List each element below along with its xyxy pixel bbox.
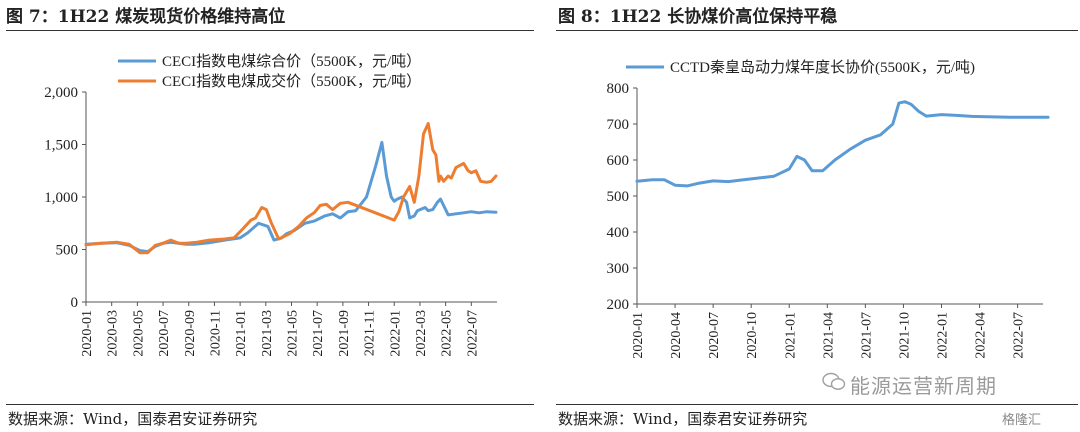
- x-tick-label: 2020-10: [745, 312, 760, 359]
- x-tick-label: 2021-10: [897, 312, 912, 359]
- x-tick-label: 2020-11: [208, 310, 223, 356]
- x-tick-label: 2022-05: [440, 310, 455, 357]
- y-tick-label: 200: [607, 297, 630, 313]
- y-tick-label: 500: [56, 243, 79, 259]
- x-tick-label: 2020-04: [669, 312, 684, 359]
- title-rule-right: [556, 30, 1078, 31]
- wechat-icon: [822, 372, 846, 390]
- y-tick-label: 600: [607, 153, 630, 169]
- y-tick-label: 700: [607, 117, 630, 133]
- x-tick-label: 2020-09: [183, 310, 198, 357]
- legend-label: CECI指数电煤综合价（5500K，元/吨）: [162, 53, 421, 70]
- x-tick-label: 2022-04: [974, 312, 989, 359]
- y-tick-label: 500: [607, 189, 630, 205]
- watermark-logo: 格隆汇: [1002, 413, 1042, 428]
- series-line: [84, 140, 498, 254]
- y-tick-label: 1,500: [44, 138, 78, 154]
- series-line: [635, 100, 1050, 188]
- x-tick-label: 2022-01: [936, 312, 951, 359]
- legend-label: CECI指数电煤成交价（5500K，元/吨）: [162, 72, 421, 90]
- footer-rule-right: [556, 404, 1078, 405]
- legend-label: CCTD秦皇岛动力煤年度长协价(5500K，元/吨): [670, 59, 975, 76]
- chart-left: 0 500 1,000 1,500 2,000 2020-01 2020-03 2020-05…: [44, 53, 498, 357]
- y-tick-label: 400: [607, 225, 630, 241]
- x-tick-label: 2021-07: [859, 312, 874, 359]
- x-tick-label: 2022-01: [388, 310, 403, 357]
- watermark-text: 能源运营新周期: [850, 374, 997, 398]
- y-tick-label: 300: [607, 261, 630, 277]
- y-tick-label: 1,000: [44, 190, 78, 206]
- x-tick-label: 2020-01: [631, 312, 646, 359]
- x-tick-label: 2022-07: [465, 310, 480, 357]
- series-line: [84, 122, 498, 255]
- x-tick-label: 2021-05: [286, 310, 301, 357]
- x-tick-label: 2022-07: [1012, 312, 1027, 359]
- x-tick-label: 2021-01: [234, 310, 249, 357]
- x-tick-label: 2020-07: [707, 312, 722, 359]
- chart-title-left: 图 7：1H22 煤炭现货价格维持高位: [6, 7, 286, 27]
- source-note-right: 数据来源：Wind，国泰君安证券研究: [558, 410, 808, 428]
- x-tick-label: 2021-11: [363, 310, 378, 356]
- chart-title-right: 图 8：1H22 长协煤价高位保持平稳: [558, 7, 838, 27]
- x-tick-label: 2021-04: [821, 312, 836, 359]
- x-tick-label: 2021-07: [311, 310, 326, 357]
- x-tick-label: 2020-01: [80, 310, 95, 357]
- x-tick-label: 2020-07: [157, 310, 172, 357]
- footer-rule-left: [6, 404, 534, 405]
- y-tick-label: 800: [607, 81, 630, 97]
- title-rule-left: [6, 30, 534, 31]
- x-tick-label: 2020-05: [131, 310, 146, 357]
- y-tick-label: 0: [71, 295, 79, 311]
- y-tick-label: 2,000: [44, 85, 78, 101]
- x-tick-label: 2021-03: [260, 310, 275, 357]
- x-tick-label: 2021-09: [337, 310, 352, 357]
- x-tick-label: 2020-03: [106, 310, 121, 357]
- x-tick-label: 2021-01: [783, 312, 798, 359]
- source-note-left: 数据来源：Wind，国泰君安证券研究: [8, 410, 258, 428]
- x-tick-label: 2022-03: [414, 310, 429, 357]
- chart-right: 200 300 400 500 600 700 800 2020-01 2020-04 2020-…: [607, 59, 1050, 359]
